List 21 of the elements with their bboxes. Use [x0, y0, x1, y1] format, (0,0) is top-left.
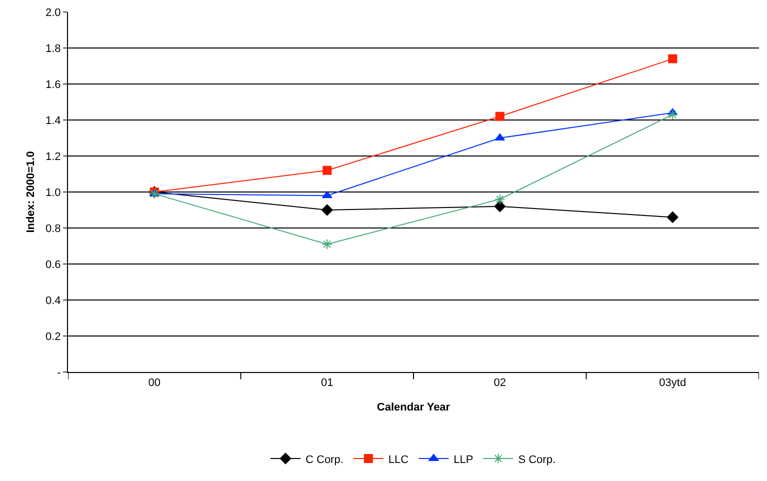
y-tick-label: 0.6 — [46, 258, 61, 271]
y-tick-label: 1.4 — [46, 114, 61, 127]
y-tick-label: 0.4 — [46, 294, 61, 307]
x-tick-label: 00 — [148, 377, 161, 390]
y-tick-label: 0.8 — [46, 222, 61, 235]
legend-label: LLP — [454, 454, 474, 466]
y-axis-title: Index: 2000=1.0 — [25, 151, 38, 233]
x-tick-label: 03ytd — [659, 377, 686, 390]
legend-label: C Corp. — [306, 454, 344, 466]
y-tick-label: 1.0 — [46, 186, 61, 199]
y-tick-label: 0.2 — [46, 330, 61, 343]
legend-label: LLC — [388, 454, 409, 466]
y-tick-label: 2.0 — [46, 6, 61, 19]
x-tick-label: 01 — [321, 377, 334, 390]
x-axis-title: Calendar Year — [376, 401, 451, 414]
y-tick-label: - — [57, 366, 62, 379]
legend-label: S Corp. — [518, 454, 556, 466]
y-tick-label: 1.2 — [46, 150, 61, 163]
x-tick-label: 02 — [494, 377, 506, 390]
y-tick-label: 1.6 — [46, 78, 61, 91]
y-tick-label: 1.8 — [46, 42, 61, 55]
